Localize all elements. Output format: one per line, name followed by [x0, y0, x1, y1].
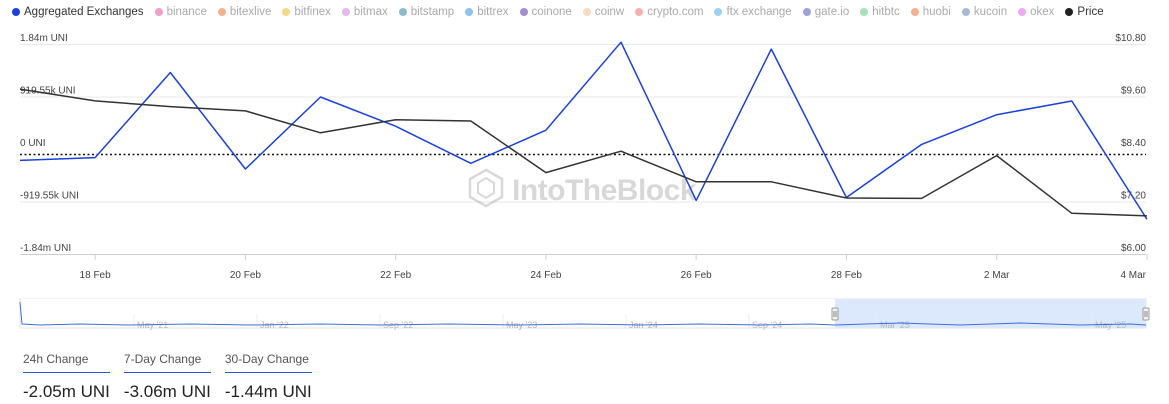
legend-dot-icon — [519, 8, 528, 16]
legend-label: hitbtc — [872, 6, 900, 18]
legend-dot-icon — [860, 8, 869, 16]
stat-value: -2.05m UNI — [23, 382, 110, 401]
main-chart: IntoTheBlock 1.84m UNI 919.55k UNI 0 UNI -9… — [19, 33, 1148, 281]
series-lines — [19, 41, 1148, 220]
legend-label: bitexlive — [229, 6, 272, 18]
y-right-tick-label: $10.80 — [1115, 33, 1146, 44]
x-tick-label: 22 Feb — [380, 270, 412, 281]
x-tick-label: 26 Feb — [681, 270, 713, 281]
legend-dot-icon — [582, 8, 591, 16]
legend-item[interactable]: kucoin — [961, 6, 1008, 18]
change-stats: 24h Change -2.05m UNI 7-Day Change -3.06… — [23, 352, 326, 402]
legend-label: binance — [166, 6, 207, 18]
legend-item[interactable]: huobi — [910, 6, 951, 18]
navigator-label: Mar '25 — [880, 320, 910, 330]
x-tick-label: 20 Feb — [230, 270, 262, 281]
legend-item[interactable]: bitmax — [341, 6, 388, 18]
legend-item[interactable]: okex — [1018, 6, 1054, 18]
y-right-tick-label: $9.60 — [1121, 86, 1146, 97]
y-right-tick-label: $7.20 — [1121, 191, 1146, 202]
y-axis-left: 1.84m UNI 919.55k UNI 0 UNI -919.55k UNI -1.… — [20, 33, 79, 254]
legend-label: bitmax — [353, 6, 388, 18]
legend-label: huobi — [922, 6, 951, 18]
legend-item[interactable]: hitbtc — [860, 6, 900, 18]
legend-item[interactable]: gate.io — [802, 6, 850, 18]
stat-24h[interactable]: 24h Change -2.05m UNI — [23, 352, 110, 402]
legend-item[interactable]: coinone — [519, 6, 572, 18]
legend-item[interactable]: bitexlive — [217, 6, 272, 18]
legend-dot-icon — [1065, 8, 1074, 16]
legend-dot-icon — [635, 8, 644, 16]
y-left-tick-label: 919.55k UNI — [20, 86, 76, 97]
stat-label: 30-Day Change — [224, 352, 312, 373]
watermark-text: IntoTheBlock — [512, 174, 697, 207]
legend-label: bittrex — [477, 6, 509, 18]
legend-item[interactable]: Aggregated Exchanges — [12, 6, 144, 18]
legend-label: kucoin — [973, 6, 1008, 18]
legend-item[interactable]: Price — [1065, 6, 1104, 18]
stat-7d[interactable]: 7-Day Change -3.06m UNI — [123, 352, 211, 402]
legend-item[interactable]: bitfinex — [282, 6, 331, 18]
x-tick-label: 18 Feb — [80, 270, 112, 281]
stat-value: -3.06m UNI — [123, 382, 211, 401]
navigator-label: May '25 — [1095, 320, 1126, 330]
y-left-tick-label: -1.84m UNI — [20, 243, 71, 254]
legend-dot-icon — [714, 8, 723, 16]
x-tick-label: 2 Mar — [984, 270, 1010, 281]
y-left-tick-label: 0 UNI — [20, 138, 46, 149]
x-tick-label: 4 Mar — [1120, 270, 1146, 281]
stat-label: 24h Change — [23, 352, 110, 373]
y-right-tick-label: $6.00 — [1121, 243, 1146, 254]
legend-label: Price — [1077, 6, 1104, 18]
legend-dot-icon — [341, 8, 350, 16]
stat-value: -1.44m UNI — [224, 382, 312, 401]
legend-item[interactable]: bitstamp — [398, 6, 455, 18]
x-tick-label: 28 Feb — [831, 270, 863, 281]
legend-item[interactable]: ftx exchange — [714, 6, 792, 18]
legend-label: Aggregated Exchanges — [24, 6, 144, 18]
legend-dot-icon — [910, 8, 919, 16]
legend-label: crypto.com — [647, 6, 704, 18]
legend-label: ftx exchange — [726, 6, 792, 18]
stat-label: 7-Day Change — [123, 352, 211, 373]
legend-label: coinw — [594, 6, 625, 18]
chart-legend: Aggregated Exchanges binance bitexlive bitf… — [12, 4, 1115, 20]
grid-lines — [20, 44, 1146, 255]
y-right-tick-label: $8.40 — [1121, 138, 1146, 149]
legend-dot-icon — [802, 8, 811, 16]
legend-label: gate.io — [814, 6, 850, 18]
x-axis: 18 Feb 20 Feb 22 Feb 24 Feb 26 Feb 28 Feb 2 Ma… — [80, 254, 1148, 281]
x-tick-label: 24 Feb — [530, 270, 562, 281]
legend-label: coinone — [531, 6, 572, 18]
y-left-tick-label: 1.84m UNI — [20, 33, 68, 44]
legend-label: bitstamp — [410, 6, 455, 18]
aggregated-exchanges-line — [19, 41, 1148, 220]
range-navigator[interactable]: May '21 Jan '22 Sep '22 May '23 Jan '24 Sep '… — [0, 298, 1169, 338]
legend-dot-icon — [282, 8, 291, 16]
navigator-left-handle[interactable] — [831, 307, 839, 321]
legend-dot-icon — [465, 8, 474, 16]
legend-label: okex — [1030, 6, 1055, 18]
price-line — [19, 88, 1147, 217]
legend-dot-icon — [1018, 8, 1027, 16]
y-axis-right: $10.80 $9.60 $8.40 $7.20 $6.00 — [1115, 33, 1146, 254]
legend-item[interactable]: crypto.com — [635, 6, 703, 18]
legend-item[interactable]: bittrex — [465, 6, 509, 18]
y-left-tick-label: -919.55k UNI — [20, 191, 79, 202]
stat-30d[interactable]: 30-Day Change -1.44m UNI — [224, 352, 312, 402]
navigator-right-handle[interactable] — [1142, 307, 1150, 321]
legend-dot-icon — [154, 8, 163, 16]
legend-dot-icon — [398, 8, 407, 16]
legend-label: bitfinex — [294, 6, 331, 18]
legend-item[interactable]: coinw — [582, 6, 625, 18]
legend-dot-icon — [12, 8, 20, 16]
watermark-logo: IntoTheBlock — [468, 168, 697, 208]
legend-dot-icon — [217, 8, 226, 16]
legend-item[interactable]: binance — [154, 6, 207, 18]
legend-dot-icon — [961, 8, 970, 16]
navigator-mini-line — [19, 301, 1147, 326]
